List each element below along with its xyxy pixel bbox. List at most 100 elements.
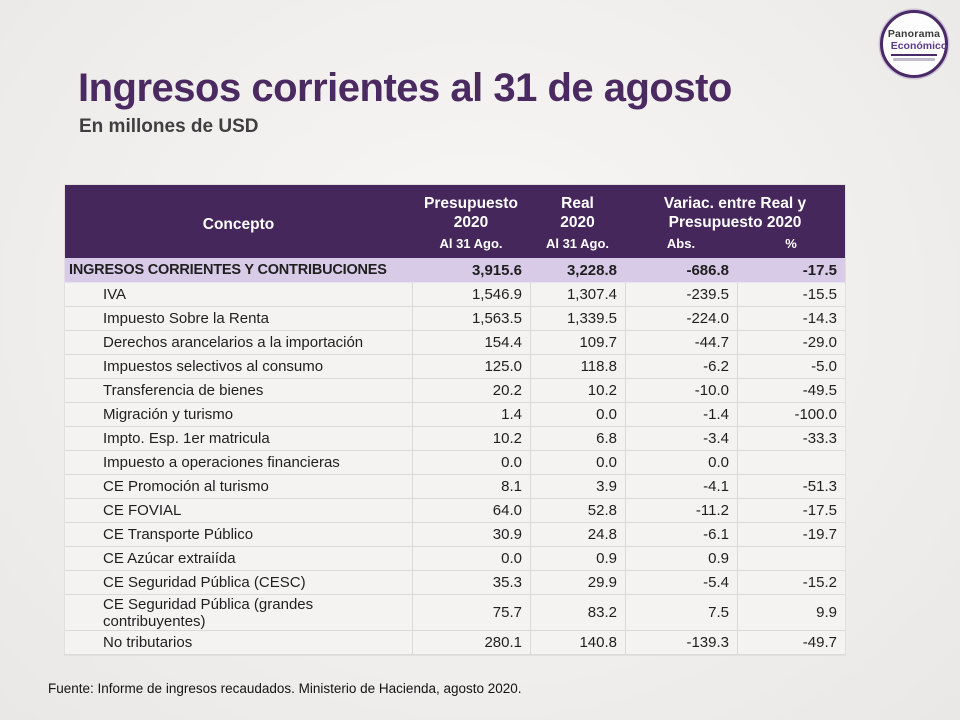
row-abs: -6.1 bbox=[625, 523, 737, 546]
table-row: CE Seguridad Pública (grandes contribuye… bbox=[65, 595, 845, 631]
table-row: CE Azúcar extraiída 0.0 0.9 0.9 bbox=[65, 547, 845, 571]
row-pct bbox=[737, 547, 845, 570]
row-presupuesto: 35.3 bbox=[412, 571, 530, 594]
row-presupuesto: 64.0 bbox=[412, 499, 530, 522]
row-real: 0.0 bbox=[530, 451, 625, 474]
row-pct: 9.9 bbox=[737, 595, 845, 630]
header-presupuesto-2020: Presupuesto 2020 bbox=[424, 195, 518, 232]
row-real: 0.0 bbox=[530, 403, 625, 426]
row-pct bbox=[737, 451, 845, 474]
row-presupuesto: 8.1 bbox=[412, 475, 530, 498]
page-title: Ingresos corrientes al 31 de agosto bbox=[78, 66, 732, 110]
row-pct: -17.5 bbox=[737, 499, 845, 522]
row-presupuesto: 30.9 bbox=[412, 523, 530, 546]
table-row: CE Promoción al turismo 8.1 3.9 -4.1 -51… bbox=[65, 475, 845, 499]
row-real: 6.8 bbox=[530, 427, 625, 450]
row-pct: -51.3 bbox=[737, 475, 845, 498]
table-row: CE Transporte Público 30.9 24.8 -6.1 -19… bbox=[65, 523, 845, 547]
page-subtitle: En millones de USD bbox=[79, 116, 259, 137]
subheader-presupuesto-al-31-ago: Al 31 Ago. bbox=[439, 236, 503, 251]
row-presupuesto: 10.2 bbox=[412, 427, 530, 450]
panorama-economico-logo: Panorama Económico bbox=[878, 8, 950, 80]
row-pct: -5.0 bbox=[737, 355, 845, 378]
row-concept: CE Seguridad Pública (grandes contribuye… bbox=[103, 595, 314, 630]
row-concept: CE Seguridad Pública (CESC) bbox=[103, 574, 306, 591]
row-presupuesto: 3,915.6 bbox=[471, 261, 522, 279]
logo-subtitle: Económico bbox=[890, 39, 948, 52]
table-row: CE FOVIAL 64.0 52.8 -11.2 -17.5 bbox=[65, 499, 845, 523]
row-abs: -5.4 bbox=[625, 571, 737, 594]
row-pct: -29.0 bbox=[737, 331, 845, 354]
table-row: Transferencia de bienes 20.2 10.2 -10.0 … bbox=[65, 379, 845, 403]
subheader-real-al-31-ago: Al 31 Ago. bbox=[545, 236, 610, 251]
row-real: 29.9 bbox=[530, 571, 625, 594]
row-pct: -33.3 bbox=[737, 427, 845, 450]
table-row: Impuesto Sobre la Renta 1,563.5 1,339.5 … bbox=[65, 307, 845, 331]
row-presupuesto: 1.4 bbox=[412, 403, 530, 426]
row-presupuesto: 20.2 bbox=[412, 379, 530, 402]
row-abs: 7.5 bbox=[625, 595, 737, 630]
table-row: Migración y turismo 1.4 0.0 -1.4 -100.0 bbox=[65, 403, 845, 427]
table-row-total: INGRESOS CORRIENTES Y CONTRIBUCIONES 3,9… bbox=[65, 258, 845, 283]
row-real: 140.8 bbox=[530, 631, 625, 654]
row-real: 52.8 bbox=[530, 499, 625, 522]
header-concepto: Concepto bbox=[202, 215, 275, 233]
row-real: 1,307.4 bbox=[530, 283, 625, 306]
row-pct: -49.5 bbox=[737, 379, 845, 402]
row-real: 10.2 bbox=[530, 379, 625, 402]
row-real: 109.7 bbox=[530, 331, 625, 354]
table-row: No tributarios 280.1 140.8 -139.3 -49.7 bbox=[65, 631, 845, 655]
row-concept: INGRESOS CORRIENTES Y CONTRIBUCIONES bbox=[69, 262, 387, 278]
table-row: Derechos arancelarios a la importación 1… bbox=[65, 331, 845, 355]
row-real: 0.9 bbox=[530, 547, 625, 570]
row-abs: -224.0 bbox=[625, 307, 737, 330]
row-concept: Impuestos selectivos al consumo bbox=[103, 358, 324, 375]
row-abs: -44.7 bbox=[625, 331, 737, 354]
row-abs: 0.0 bbox=[625, 451, 737, 474]
row-concept: Impuesto Sobre la Renta bbox=[103, 310, 269, 327]
row-pct: -15.5 bbox=[737, 283, 845, 306]
logo-tagline bbox=[893, 57, 935, 61]
subheader-abs: Abs. bbox=[666, 236, 696, 251]
row-real: 83.2 bbox=[530, 595, 625, 630]
table-header: Concepto Presupuesto 2020 Real 2020 Vari… bbox=[65, 185, 845, 258]
row-concept: CE Transporte Público bbox=[103, 526, 254, 543]
table-row: Impuestos selectivos al consumo 125.0 11… bbox=[65, 355, 845, 379]
row-presupuesto: 1,563.5 bbox=[412, 307, 530, 330]
row-abs: -6.2 bbox=[625, 355, 737, 378]
row-concept: Migración y turismo bbox=[103, 406, 234, 423]
row-concept: No tributarios bbox=[103, 634, 193, 651]
table-row: IVA 1,546.9 1,307.4 -239.5 -15.5 bbox=[65, 283, 845, 307]
row-abs: -4.1 bbox=[625, 475, 737, 498]
table-row: Impto. Esp. 1er matricula 10.2 6.8 -3.4 … bbox=[65, 427, 845, 451]
row-abs: 0.9 bbox=[625, 547, 737, 570]
table-row: Impuesto a operaciones financieras 0.0 0… bbox=[65, 451, 845, 475]
row-abs: -10.0 bbox=[625, 379, 737, 402]
row-concept: Impto. Esp. 1er matricula bbox=[103, 430, 270, 447]
row-concept: CE Azúcar extraiída bbox=[103, 550, 236, 567]
header-real-2020: Real 2020 bbox=[560, 195, 595, 232]
row-real: 118.8 bbox=[530, 355, 625, 378]
row-abs: -239.5 bbox=[625, 283, 737, 306]
subheader-pct: % bbox=[785, 236, 797, 251]
source-note: Fuente: Informe de ingresos recaudados. … bbox=[48, 681, 522, 696]
row-pct: -49.7 bbox=[737, 631, 845, 654]
row-pct: -15.2 bbox=[737, 571, 845, 594]
row-abs: -139.3 bbox=[625, 631, 737, 654]
row-pct: -19.7 bbox=[737, 523, 845, 546]
row-presupuesto: 75.7 bbox=[412, 595, 530, 630]
row-real: 3.9 bbox=[530, 475, 625, 498]
row-concept: CE FOVIAL bbox=[103, 502, 182, 519]
row-presupuesto: 154.4 bbox=[412, 331, 530, 354]
row-abs: -11.2 bbox=[625, 499, 737, 522]
row-pct: -100.0 bbox=[737, 403, 845, 426]
income-table: Concepto Presupuesto 2020 Real 2020 Vari… bbox=[64, 184, 846, 656]
row-concept: Impuesto a operaciones financieras bbox=[103, 454, 340, 471]
row-concept: CE Promoción al turismo bbox=[103, 478, 269, 495]
row-real: 24.8 bbox=[530, 523, 625, 546]
row-presupuesto: 0.0 bbox=[412, 547, 530, 570]
row-pct: -17.5 bbox=[802, 261, 837, 279]
row-abs: -686.8 bbox=[686, 261, 729, 279]
row-presupuesto: 125.0 bbox=[412, 355, 530, 378]
row-concept: IVA bbox=[103, 286, 127, 303]
